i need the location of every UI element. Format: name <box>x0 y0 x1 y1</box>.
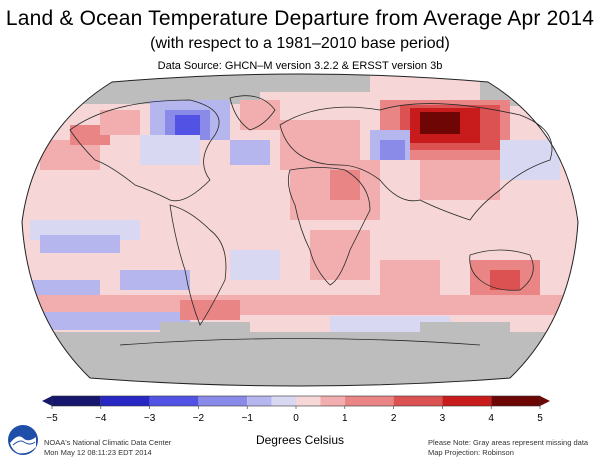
coastlines <box>69 95 553 346</box>
map-title: Land & Ocean Temperature Departure from … <box>5 7 595 30</box>
legend-swatch <box>149 396 199 406</box>
globe-outline <box>21 73 579 387</box>
legend-tick-label: −2 <box>193 413 205 424</box>
temperature-anomaly-map <box>21 73 579 387</box>
legend-min-arrow <box>42 396 52 406</box>
missing-data-note: Please Note: Gray areas represent missin… <box>428 438 589 447</box>
legend-swatch <box>393 396 443 406</box>
legend-swatch <box>198 396 248 406</box>
legend-swatch <box>344 396 394 406</box>
legend-ticks: −5 −4 −3 −2 −1 0 1 2 3 4 5 <box>46 406 543 424</box>
data-source-line: Data Source: GHCN–M version 3.2.2 & ERSS… <box>157 60 443 72</box>
legend-tick-label: 5 <box>537 413 543 424</box>
legend-swatches <box>42 395 550 407</box>
legend-swatch <box>491 396 540 406</box>
legend-swatch <box>271 396 296 406</box>
map-subtitle: (with respect to a 1981–2010 base period… <box>150 35 450 52</box>
legend-swatch <box>320 396 345 406</box>
map-notes: Please Note: Gray areas represent missin… <box>428 438 588 458</box>
agency-credit: NOAA's National Climatic Data Center Mon… <box>44 438 171 458</box>
legend-swatch <box>247 396 272 406</box>
legend-tick-label: 4 <box>488 413 494 424</box>
legend-swatch <box>100 396 150 406</box>
generated-timestamp: Mon May 12 08:11:23 EDT 2014 <box>44 448 152 457</box>
legend-tick-label: −4 <box>95 413 107 424</box>
projection-note: Map Projection: Robinson <box>428 448 514 457</box>
legend-swatch <box>442 396 492 406</box>
legend-swatch <box>296 396 321 406</box>
legend-caption: Degrees Celsius <box>255 433 345 447</box>
legend-tick-label: 3 <box>440 413 446 424</box>
legend-max-arrow <box>540 396 550 406</box>
legend-tick-label: −5 <box>46 413 58 424</box>
legend-tick-label: 1 <box>342 413 348 424</box>
color-legend: −5 −4 −3 −2 −1 0 1 2 3 4 5 <box>42 395 550 424</box>
legend-tick-label: −1 <box>241 413 253 424</box>
legend-tick-label: −3 <box>144 413 156 424</box>
legend-tick-label: 0 <box>293 413 299 424</box>
anomaly-field <box>22 74 578 386</box>
legend-tick-label: 2 <box>391 413 397 424</box>
noaa-logo-icon <box>8 425 38 455</box>
legend-swatch <box>52 396 101 406</box>
agency-name: NOAA's National Climatic Data Center <box>44 438 172 447</box>
